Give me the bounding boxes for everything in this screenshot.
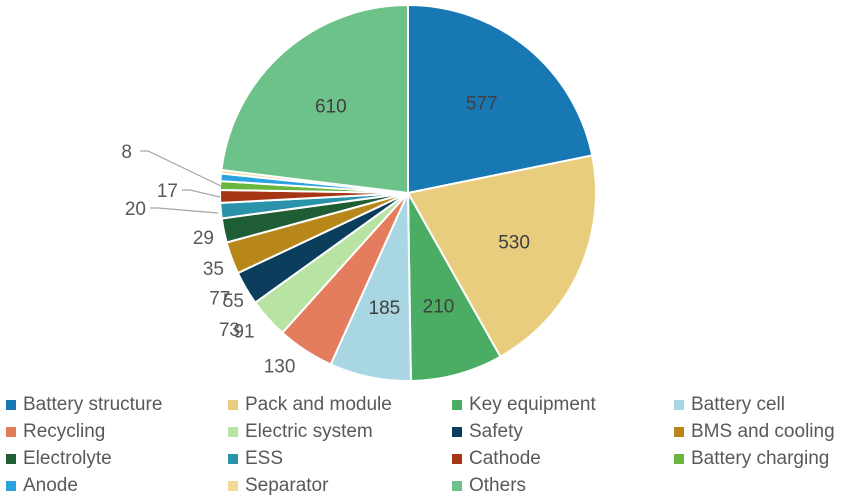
legend-item-ess: ESS xyxy=(228,448,283,470)
legend-label: Battery cell xyxy=(691,394,785,415)
legend-label: Key equipment xyxy=(469,394,596,415)
legend-label: Pack and module xyxy=(245,394,392,415)
data-label-key-equipment: 210 xyxy=(423,297,455,318)
legend-swatch xyxy=(228,427,238,437)
slice-others xyxy=(220,3,409,195)
data-label-anode: 17 xyxy=(157,181,178,202)
legend-item-pack-and-module: Pack and module xyxy=(228,394,392,416)
legend-item-cathode: Cathode xyxy=(452,448,541,470)
legend-label: Safety xyxy=(469,421,523,442)
data-label-bms-and-cooling: 73 xyxy=(219,320,240,341)
legend-swatch xyxy=(674,427,684,437)
leader-line-battery-charging xyxy=(150,207,219,214)
legend-item-others: Others xyxy=(452,475,526,497)
legend-item-electrolyte: Electrolyte xyxy=(6,448,112,470)
legend-swatch xyxy=(6,454,16,464)
legend-swatch xyxy=(674,454,684,464)
legend-item-separator: Separator xyxy=(228,475,328,497)
legend-label: Cathode xyxy=(469,448,541,469)
legend-item-battery-charging: Battery charging xyxy=(674,448,829,470)
legend-swatch xyxy=(452,400,462,410)
legend-label: Electric system xyxy=(245,421,373,442)
leader-line-anode xyxy=(182,189,221,198)
legend-item-battery-cell: Battery cell xyxy=(674,394,785,416)
legend-swatch xyxy=(674,400,684,410)
legend-label: Battery charging xyxy=(691,448,830,469)
legend-label: Battery structure xyxy=(23,394,163,415)
legend-swatch xyxy=(6,427,16,437)
data-label-battery-structure: 577 xyxy=(466,94,498,115)
legend-label: Anode xyxy=(23,475,78,496)
legend-item-key-equipment: Key equipment xyxy=(452,394,596,416)
data-label-pack-and-module: 530 xyxy=(498,232,530,253)
data-label-battery-cell: 185 xyxy=(369,298,401,319)
legend-swatch xyxy=(452,481,462,491)
data-label-others: 610 xyxy=(315,97,347,118)
legend-item-battery-structure: Battery structure xyxy=(6,394,162,416)
data-label-battery-charging: 20 xyxy=(125,199,146,220)
legend-label: Others xyxy=(469,475,527,496)
legend-item-bms-and-cooling: BMS and cooling xyxy=(674,421,835,443)
data-label-electric-system: 91 xyxy=(233,321,254,342)
legend-swatch xyxy=(228,481,238,491)
data-label-separator: 8 xyxy=(121,142,132,163)
data-label-cathode: 29 xyxy=(193,228,214,249)
slice-key-equipment xyxy=(407,192,502,382)
legend-item-recycling: Recycling xyxy=(6,421,105,443)
data-label-ess: 35 xyxy=(203,259,224,280)
legend-item-safety: Safety xyxy=(452,421,523,443)
legend-label: BMS and cooling xyxy=(691,421,835,442)
legend-swatch xyxy=(228,400,238,410)
data-label-safety: 77 xyxy=(209,288,230,309)
legend-swatch xyxy=(452,454,462,464)
data-label-recycling: 130 xyxy=(264,357,296,378)
legend-label: ESS xyxy=(245,448,284,469)
legend-item-anode: Anode xyxy=(6,475,78,497)
legend-item-electric-system: Electric system xyxy=(228,421,373,443)
legend-label: Electrolyte xyxy=(23,448,112,469)
slice-pack-and-module xyxy=(406,154,597,359)
slice-battery-structure xyxy=(407,3,594,195)
legend-label: Separator xyxy=(245,475,329,496)
leader-line-separator xyxy=(140,150,222,187)
legend-swatch xyxy=(6,400,16,410)
legend-swatch xyxy=(452,427,462,437)
legend-label: Recycling xyxy=(23,421,106,442)
data-label-electrolyte: 55 xyxy=(223,291,244,312)
legend-swatch xyxy=(6,481,16,491)
legend-swatch xyxy=(228,454,238,464)
